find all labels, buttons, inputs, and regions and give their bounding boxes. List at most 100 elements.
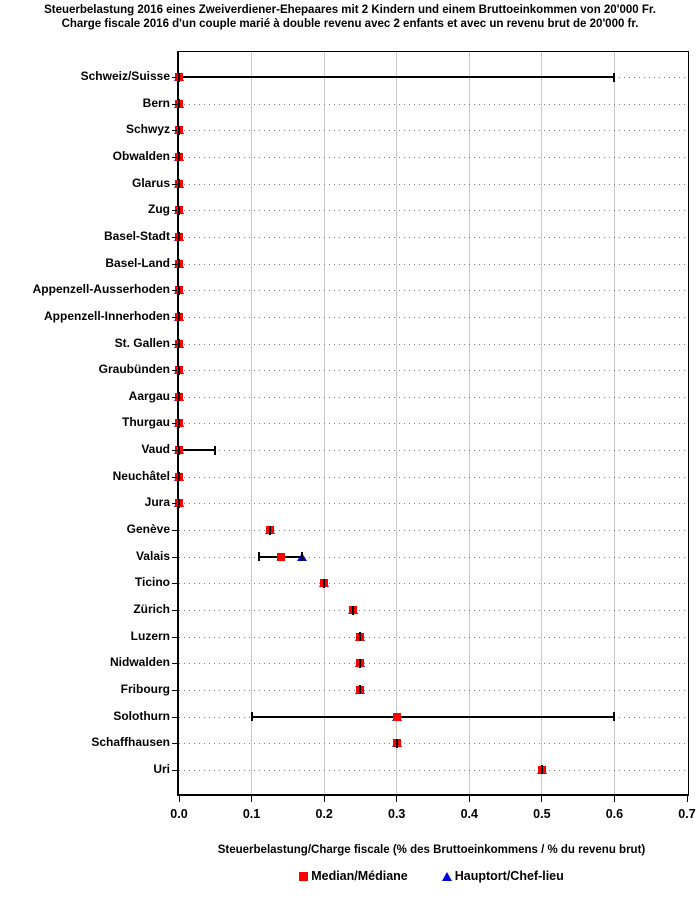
y-tick	[172, 316, 177, 318]
y-tick	[172, 663, 177, 665]
row-dotted-line	[179, 236, 688, 238]
range-cap-min	[178, 72, 180, 82]
range-cap-min	[178, 445, 180, 455]
legend-median-label: Median/Médiane	[311, 869, 408, 883]
row-dotted-line	[179, 530, 688, 532]
row-dotted-line	[179, 689, 688, 691]
row-dotted-line	[179, 556, 688, 558]
plot-area	[174, 51, 689, 796]
y-tick	[172, 236, 177, 238]
x-tick	[323, 796, 325, 802]
category-label: Aargau	[128, 388, 170, 403]
chart-title-fr: Charge fiscale 2016 d'un couple marié à …	[61, 18, 639, 30]
category-label: Obwalden	[112, 148, 170, 163]
range-cap-max	[178, 392, 180, 402]
row-dotted-line	[179, 156, 688, 158]
category-label: Appenzell-Innerhoden	[44, 308, 170, 323]
range-cap-max	[178, 418, 180, 428]
range-cap-max	[395, 738, 398, 748]
y-tick	[172, 343, 177, 345]
x-axis-title: Steuerbelastung/Charge fiscale (% des Br…	[217, 844, 646, 856]
category-label: Fribourg	[120, 681, 170, 696]
row-dotted-line	[179, 423, 688, 425]
gridline-0.1	[251, 52, 253, 794]
row-dotted-line	[179, 210, 688, 212]
category-label: Basel-Land	[105, 255, 170, 270]
y-tick	[172, 450, 177, 452]
y-tick	[172, 743, 177, 745]
y-tick	[172, 210, 177, 212]
legend-item-median: Median/Médiane	[299, 869, 408, 883]
row-dotted-line	[179, 636, 688, 638]
y-tick	[172, 103, 177, 105]
median-marker	[392, 712, 401, 721]
range-cap-max	[214, 445, 217, 455]
legend-hauptort-label: Hauptort/Chef-lieu	[454, 869, 564, 883]
category-label: Nidwalden	[109, 655, 170, 670]
gridline-0.2	[323, 52, 325, 794]
y-tick	[172, 689, 177, 691]
row-dotted-line	[179, 103, 688, 105]
median-square-icon	[299, 871, 309, 881]
category-label: Schweiz/Suisse	[80, 69, 170, 83]
y-tick	[172, 530, 177, 532]
category-label: Jura	[144, 495, 170, 510]
row-dotted-line	[179, 610, 688, 611]
row-dotted-line	[179, 396, 688, 398]
row-dotted-line	[179, 183, 688, 185]
range-line	[179, 449, 216, 452]
x-tick	[178, 796, 180, 802]
category-label: Glarus	[131, 175, 170, 190]
category-label: Solothurn	[113, 708, 170, 723]
category-label: Thurgau	[122, 415, 170, 430]
legend-item-hauptort: Hauptort/Chef-lieu	[441, 869, 564, 883]
category-label: Vaud	[141, 442, 170, 457]
row-dotted-line	[179, 476, 688, 478]
x-tick	[541, 796, 543, 802]
range-cap-max	[178, 365, 180, 375]
gridline-0.3	[396, 52, 398, 794]
range-cap-max	[178, 99, 180, 109]
row-dotted-line	[179, 130, 688, 132]
range-cap-max	[178, 205, 180, 215]
category-label: Zürich	[133, 602, 170, 616]
row-dotted-line	[179, 263, 688, 265]
row-dotted-line	[179, 450, 688, 452]
range-cap-max	[178, 152, 180, 162]
y-tick	[172, 77, 177, 78]
range-cap-max	[359, 658, 362, 668]
x-tick	[251, 796, 253, 802]
row-dotted-line	[179, 743, 688, 745]
y-tick	[172, 583, 177, 585]
range-cap-max	[178, 339, 180, 348]
range-line	[251, 715, 615, 718]
range-cap-max	[613, 712, 616, 722]
y-tick	[172, 716, 177, 718]
y-tick	[172, 130, 177, 132]
x-tick-label: 0.7	[678, 807, 696, 821]
chart-title-de: Steuerbelastung 2016 eines Zweiverdiener…	[44, 4, 656, 16]
x-tick-label: 0.3	[388, 807, 406, 821]
range-cap-max	[268, 525, 271, 535]
gridline-0.5	[541, 52, 543, 794]
category-label: Neuchâtel	[112, 468, 170, 483]
category-label: Valais	[135, 548, 170, 563]
range-cap-max	[178, 232, 180, 242]
row-dotted-line	[179, 290, 688, 292]
y-tick	[172, 263, 177, 265]
x-tick-label: 0.0	[170, 807, 188, 821]
range-cap-max	[323, 578, 326, 588]
category-label: Appenzell-Ausserhoden	[32, 282, 170, 297]
category-label: Bern	[142, 95, 170, 110]
range-cap-max	[359, 685, 362, 695]
y-tick	[172, 423, 177, 425]
range-cap-max	[178, 472, 180, 482]
x-tick-label: 0.2	[315, 807, 333, 821]
range-cap-max	[178, 179, 180, 189]
x-tick-label: 0.4	[460, 807, 478, 821]
range-cap-max	[359, 632, 362, 642]
legend: Median/Médiane Hauptort/Chef-lieu	[177, 869, 686, 883]
row-dotted-line	[179, 503, 688, 505]
y-tick	[172, 370, 177, 372]
gridline-0.4	[468, 52, 470, 794]
